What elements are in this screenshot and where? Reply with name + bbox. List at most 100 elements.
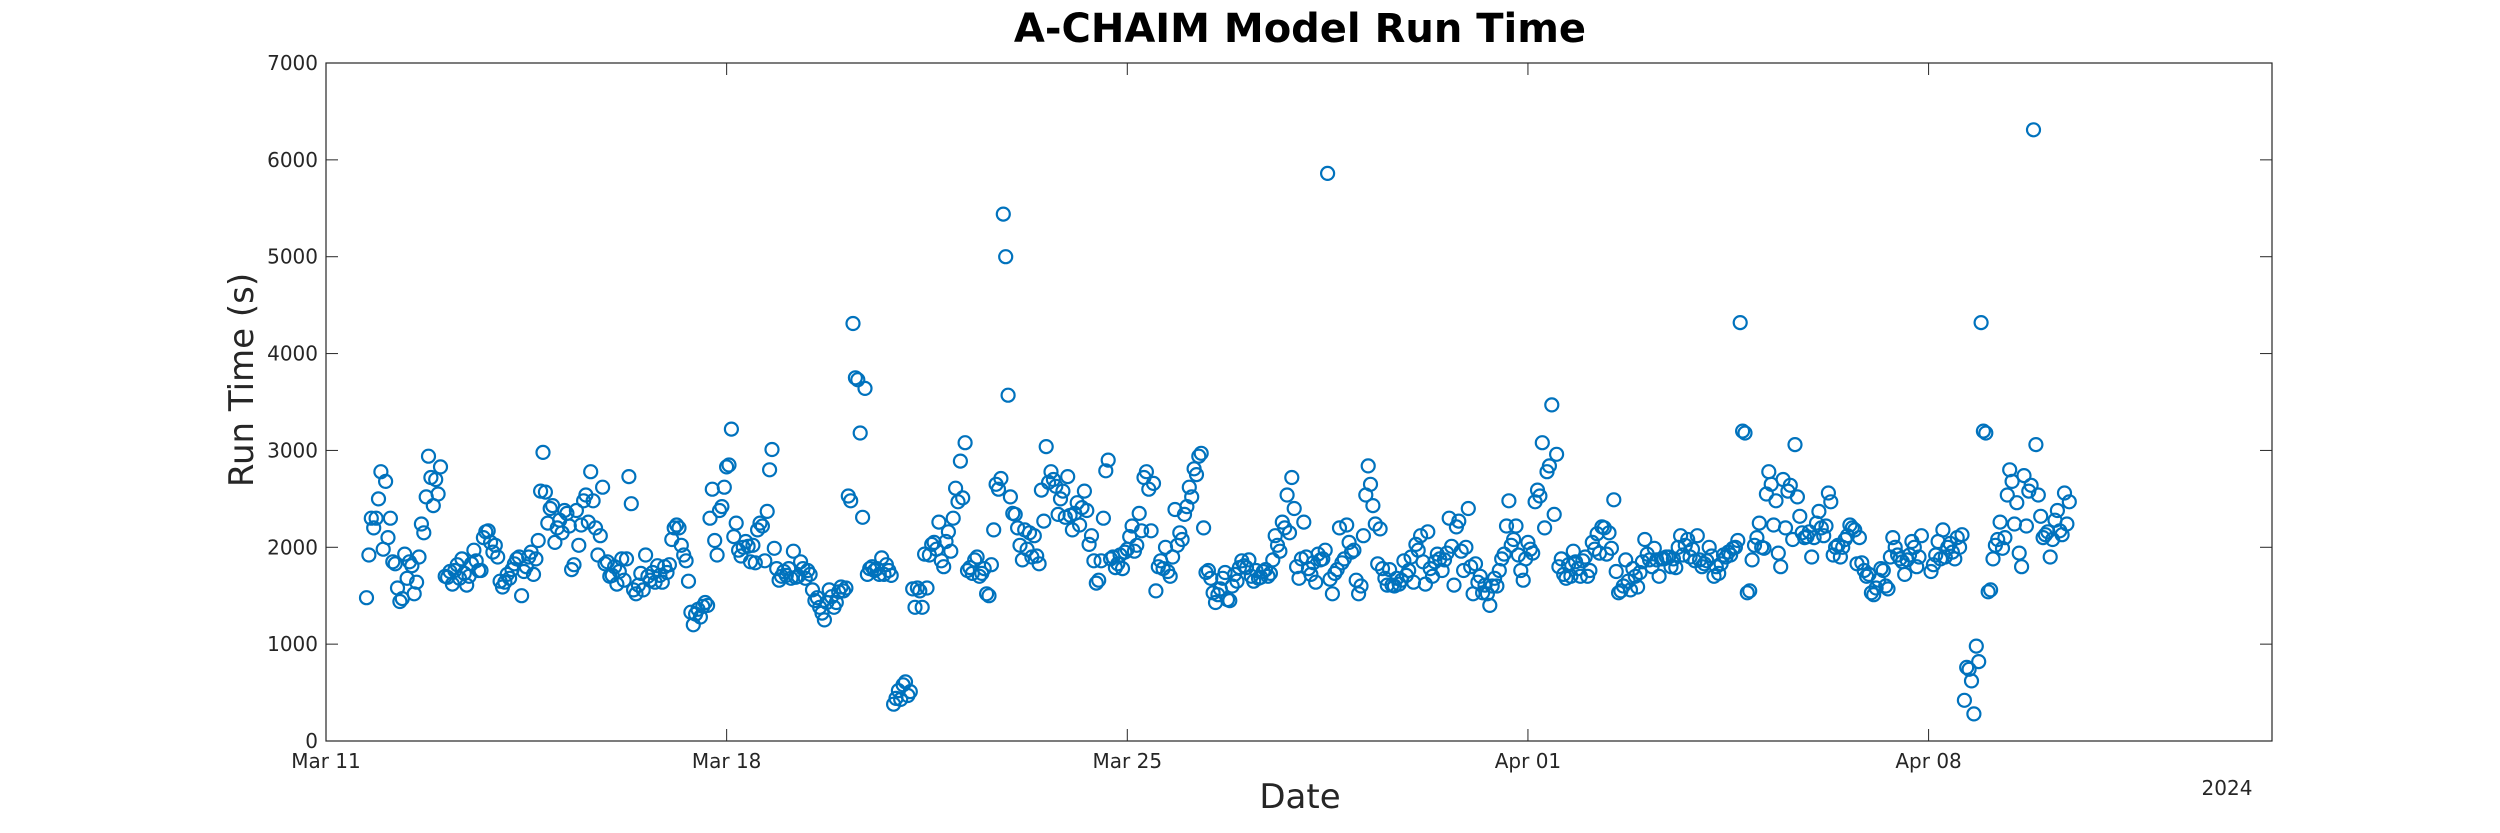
y-tick-label: 4000: [267, 342, 318, 366]
data-point: [1510, 547, 1527, 563]
data-point: [1091, 572, 1107, 588]
data-point: [583, 464, 599, 480]
data-point: [983, 557, 1000, 573]
data-point: [432, 459, 449, 475]
data-point: [1286, 500, 1302, 517]
data-point: [1315, 551, 1331, 567]
data-point: [1424, 568, 1441, 584]
data-point: [1138, 464, 1155, 480]
y-tick-label: 1000: [267, 632, 318, 656]
data-point: [1629, 579, 1646, 595]
data-point: [404, 558, 420, 574]
data-point: [752, 515, 768, 531]
x-axis-label: Date: [1259, 777, 1340, 817]
data-point: [1350, 586, 1367, 602]
data-point: [1878, 578, 1894, 594]
data-point: [587, 520, 604, 536]
x-tick-label: Mar 18: [692, 749, 762, 773]
data-point: [1079, 502, 1095, 519]
data-point: [502, 570, 518, 586]
data-point: [2042, 549, 2058, 565]
data-point: [1851, 529, 1868, 546]
data-point: [1577, 549, 1593, 565]
axis-ticks: 0 1000 2000 3000 4000 5000 6000 7000 Mar 11 Mar 1…: [267, 51, 2272, 773]
data-point: [673, 537, 689, 553]
data-point: [1355, 528, 1372, 544]
data-point: [525, 566, 542, 583]
data-point: [1966, 706, 1982, 722]
data-point: [804, 582, 821, 598]
data-point: [1816, 528, 1832, 544]
data-point: [1536, 520, 1553, 536]
data-point: [1999, 487, 2015, 503]
data-point: [2056, 485, 2073, 501]
data-point: [573, 517, 589, 533]
data-point: [1458, 539, 1474, 555]
data-point: [1811, 503, 1827, 519]
data-point: [728, 515, 744, 531]
data-point: [1193, 445, 1209, 461]
data-point: [1267, 528, 1283, 544]
data-point: [1331, 520, 1348, 536]
data-point: [704, 481, 720, 497]
data-point: [1370, 556, 1386, 572]
data-point: [428, 471, 444, 488]
data-point: [1544, 397, 1560, 413]
data-point: [1308, 574, 1324, 590]
data-point: [1994, 540, 2011, 556]
data-point: [1756, 540, 1772, 556]
data-point: [2006, 516, 2023, 532]
data-point: [764, 441, 780, 458]
data-point: [2030, 487, 2046, 503]
data-point: [1525, 545, 1541, 561]
plot-area: [325, 62, 2273, 742]
data-point: [1761, 464, 1777, 480]
data-point: [1343, 544, 1360, 560]
data-point: [1043, 464, 1059, 480]
data-point: [852, 425, 868, 441]
data-point: [1346, 542, 1362, 558]
data-point: [637, 547, 654, 563]
data-point: [1885, 529, 1901, 546]
data-point: [1324, 586, 1341, 602]
data-point: [1515, 572, 1531, 588]
data-point: [1412, 528, 1429, 544]
data-point: [1055, 483, 1071, 499]
data-point: [747, 555, 763, 571]
data-point: [1875, 562, 1891, 579]
data-point: [1789, 489, 1806, 505]
data-point: [969, 549, 985, 565]
data-point: [392, 593, 408, 610]
data-point: [1002, 489, 1019, 505]
data-point: [757, 553, 773, 569]
data-point: [2061, 494, 2077, 510]
data-point: [1508, 518, 1524, 534]
data-point: [2023, 477, 2039, 493]
data-point: [883, 567, 899, 584]
data-point: [1181, 479, 1197, 495]
data-point: [621, 469, 637, 485]
data-point: [1744, 552, 1760, 568]
data-point: [1584, 534, 1600, 551]
data-point: [1451, 513, 1467, 529]
data-point: [919, 580, 935, 596]
data-point: [1172, 525, 1188, 541]
data-point: [838, 580, 854, 596]
data-point: [707, 532, 723, 549]
data-point: [955, 490, 971, 506]
data-point: [1255, 563, 1271, 580]
data-point: [366, 520, 382, 536]
data-point: [995, 206, 1011, 222]
data-point: [1823, 494, 1839, 510]
data-point: [709, 547, 725, 563]
data-point: [594, 479, 611, 495]
data-point: [1143, 523, 1159, 539]
data-point: [1484, 578, 1500, 594]
data-point: [680, 573, 697, 589]
data-point: [1498, 518, 1515, 534]
data-point: [1360, 458, 1376, 474]
y-tick-label: 3000: [267, 438, 318, 462]
data-point: [1133, 523, 1150, 539]
data-point: [2018, 518, 2035, 534]
data-point: [1489, 578, 1505, 594]
